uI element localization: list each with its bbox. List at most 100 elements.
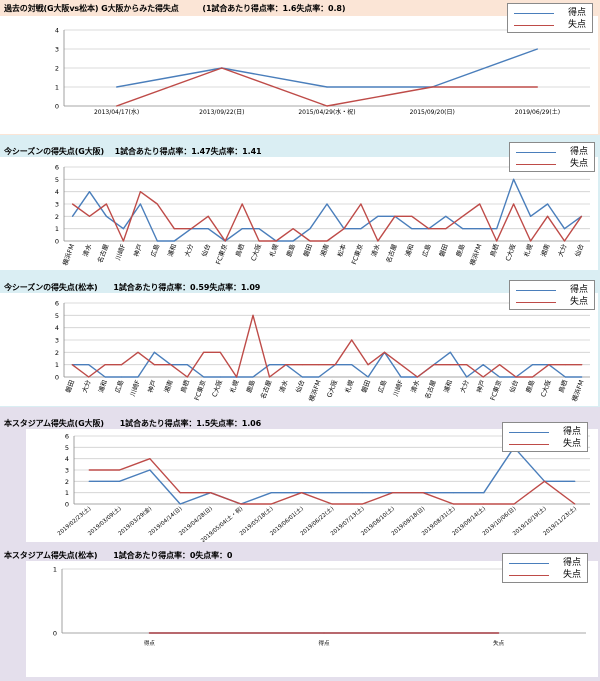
data-point-score	[326, 203, 328, 205]
x-tick-label: 横浜FM	[570, 379, 586, 403]
data-point-score	[137, 376, 139, 378]
x-tick-label: 札幌	[343, 378, 356, 394]
data-point-conceded	[301, 364, 303, 366]
data-point-conceded	[122, 240, 124, 242]
x-tick-label: 2015/04/29(水・祝)	[298, 108, 355, 116]
data-point-conceded	[301, 492, 303, 494]
data-point-conceded	[292, 228, 294, 230]
data-point-conceded	[326, 105, 328, 107]
data-point-conceded	[361, 503, 363, 505]
y-tick-label: 2	[65, 478, 69, 486]
data-point-conceded	[318, 364, 320, 366]
y-tick-label: 1	[55, 84, 59, 92]
data-point-conceded	[153, 364, 156, 366]
x-tick-label: 広島	[113, 378, 126, 394]
legend-conceded-label: 失点	[570, 159, 589, 169]
x-tick-label: G大阪	[324, 378, 339, 398]
data-point-score	[546, 203, 549, 205]
x-tick-label: 浦和	[403, 243, 416, 258]
panel-title: 本スタジアム得失点(G大阪) 1試合あたり得点率：1.5失点率：1.06	[4, 419, 262, 428]
y-tick-label: 0	[65, 501, 69, 509]
data-point-conceded	[479, 203, 481, 205]
data-point-conceded	[219, 351, 221, 353]
data-point-conceded	[88, 376, 90, 378]
x-tick-label: FC東京	[349, 242, 365, 266]
data-point-score	[173, 240, 175, 242]
panel-title: 今シーズンの得失点(松本) 1試合あたり得点率：0.59失点率：1.09	[4, 283, 261, 292]
x-tick-label: 名古屋	[423, 378, 438, 400]
data-point-score	[88, 191, 91, 193]
x-tick-label: C大阪	[210, 378, 225, 398]
x-tick-label: 浦和	[96, 379, 109, 394]
legend-score-label: 得点	[570, 147, 589, 157]
x-tick-label: 鳥栖	[233, 242, 246, 258]
panel-1: 過去の対戦(G大阪vs松本) G大阪からみた得失点 (1試合あたり得点率：1.6…	[0, 0, 600, 135]
x-tick-label: 2015/09/20(日)	[410, 109, 455, 116]
series-line-conceded	[71, 314, 582, 378]
data-point-conceded	[139, 191, 141, 193]
x-tick-label: 湘南	[162, 378, 175, 394]
y-tick-label: 1	[55, 225, 59, 233]
data-point-conceded	[445, 228, 447, 230]
data-point-conceded	[224, 240, 226, 242]
data-point-score	[466, 376, 468, 378]
legend: 得点 失点	[502, 422, 588, 452]
y-tick-label: 4	[55, 188, 59, 196]
x-tick-label: 鹿島	[523, 378, 536, 394]
chart-plot-area: 0 1 2 3 4 5 6 磐田 大分 浦和 広島 川崎F 神戸 湘南 鳥栖 FC東京 C大阪 札幌 鹿島 名古屋 清水…	[0, 293, 598, 406]
data-point-conceded	[496, 240, 498, 242]
x-tick-label: 2013/09/22(日)	[199, 109, 244, 116]
data-point-score	[411, 228, 413, 230]
chart-plot-area: 0 1 2 3 4 2013/04/17(水) 2013/09/22(日) 2015/04/2…	[0, 16, 598, 134]
legend-conceded-label: 失点	[568, 20, 587, 30]
x-tick-label: C大阪	[538, 378, 553, 398]
data-point-score	[445, 215, 447, 217]
data-point-score	[270, 492, 272, 494]
x-tick-label: 名古屋	[384, 242, 399, 264]
data-point-score	[292, 240, 294, 242]
data-point-score	[563, 228, 566, 230]
y-tick-label: 2	[55, 349, 59, 357]
data-point-conceded	[394, 215, 396, 217]
legend-conceded-label: 失点	[563, 439, 582, 449]
data-point-conceded	[377, 240, 379, 242]
x-tick-label: 2013/04/17(水)	[94, 108, 139, 116]
panel-title: 過去の対戦(G大阪vs松本) G大阪からみた得失点 (1試合あたり得点率：1.6…	[4, 4, 346, 13]
x-tick-label: 横浜FM	[467, 243, 483, 267]
legend: 得点 失点	[507, 3, 593, 33]
x-tick-label: 湘南	[318, 242, 331, 258]
x-tick-label: 大分	[556, 242, 569, 258]
x-tick-label: 神戸	[131, 242, 144, 258]
x-tick-label: 名古屋	[258, 378, 273, 400]
legend-score-label: 得点	[568, 8, 587, 18]
chart-plot-area: 0 1 2 3 4 5 6 横浜FM 清水 名古屋 川崎F 神戸 広島 浦和 大分 仙台 FC東京 鳥栖 C大阪 札幌…	[0, 157, 598, 270]
data-point-conceded	[334, 364, 336, 366]
y-tick-label: 6	[55, 164, 59, 172]
data-point-conceded	[531, 376, 534, 378]
data-point-score	[482, 364, 484, 366]
data-point-conceded	[581, 364, 583, 366]
y-tick-label: 1	[53, 566, 57, 574]
data-point-conceded	[179, 492, 181, 494]
x-tick-label: 湘南	[539, 242, 552, 258]
data-point-score	[122, 228, 124, 230]
data-point-conceded	[546, 215, 549, 217]
data-point-conceded	[564, 364, 566, 366]
data-point-conceded	[580, 215, 583, 217]
y-tick-label: 3	[65, 467, 69, 475]
data-point-score	[309, 228, 311, 230]
x-tick-label: 川崎F	[391, 378, 405, 397]
data-point-score	[574, 480, 576, 482]
data-point-score	[156, 240, 158, 242]
x-tick-label: 磐田	[359, 379, 372, 394]
panel-4: 本スタジアム得失点(G大阪) 1試合あたり得点率：1.5失点率：1.06 0 1 2…	[0, 407, 600, 544]
x-tick-label: 川崎F	[113, 242, 127, 261]
data-point-conceded	[383, 351, 386, 353]
data-point-conceded	[452, 503, 455, 505]
legend-conceded-swatch	[509, 444, 549, 445]
data-point-conceded	[149, 458, 151, 460]
data-point-score	[258, 228, 260, 230]
legend-score-label: 得点	[563, 558, 582, 568]
x-tick-label: 大分	[182, 242, 195, 258]
